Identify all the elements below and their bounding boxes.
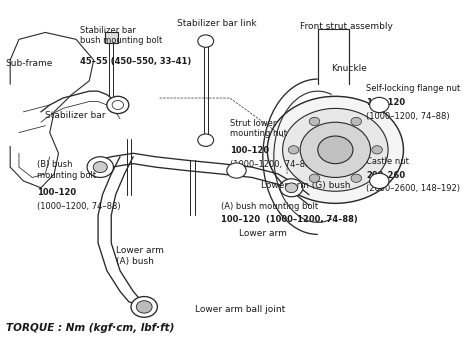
Text: Stabilizer bar
bush mounting bolt: Stabilizer bar bush mounting bolt: [81, 25, 163, 45]
Circle shape: [267, 96, 403, 203]
Circle shape: [300, 122, 371, 177]
Text: (1000–1200, 74–88): (1000–1200, 74–88): [366, 112, 450, 121]
Text: TORQUE : Nm (kgf·cm, lbf·ft): TORQUE : Nm (kgf·cm, lbf·ft): [6, 323, 174, 333]
Text: 100–120: 100–120: [366, 98, 405, 107]
Text: Lower arm (G) bush: Lower arm (G) bush: [261, 181, 350, 190]
Circle shape: [288, 146, 299, 154]
Circle shape: [283, 109, 388, 191]
Text: Sub-frame: Sub-frame: [6, 59, 53, 68]
Text: Lower arm
(A) bush: Lower arm (A) bush: [116, 246, 164, 266]
Text: 100–120: 100–120: [230, 147, 269, 156]
Text: Knuckle: Knuckle: [331, 64, 367, 72]
Circle shape: [372, 146, 383, 154]
Circle shape: [318, 136, 353, 164]
Text: Self-locking flange nut: Self-locking flange nut: [366, 84, 460, 93]
Circle shape: [309, 117, 320, 126]
Circle shape: [351, 174, 362, 182]
Circle shape: [351, 117, 362, 126]
Text: (1000–1200, 74–88): (1000–1200, 74–88): [36, 201, 120, 211]
Text: 100–120: 100–120: [36, 188, 76, 197]
Text: (B) bush
mounting bolt: (B) bush mounting bolt: [36, 160, 96, 180]
Text: 200–260: 200–260: [366, 171, 405, 180]
Circle shape: [227, 163, 246, 178]
Circle shape: [198, 35, 214, 47]
Circle shape: [285, 183, 298, 193]
Circle shape: [280, 179, 303, 197]
Circle shape: [370, 97, 389, 112]
Text: Lower arm ball joint: Lower arm ball joint: [195, 305, 285, 314]
Circle shape: [93, 161, 107, 173]
Text: (1000–1200, 74–88): (1000–1200, 74–88): [230, 160, 313, 169]
Text: Strut lower
mounting nut: Strut lower mounting nut: [230, 119, 287, 138]
Text: Castle nut: Castle nut: [366, 157, 409, 166]
Text: 45–55 (450–550, 33–41): 45–55 (450–550, 33–41): [81, 57, 192, 66]
Circle shape: [137, 301, 152, 313]
Text: (2000–2600, 148–192): (2000–2600, 148–192): [366, 184, 460, 193]
Circle shape: [309, 174, 320, 182]
Circle shape: [87, 157, 113, 177]
Text: Lower arm: Lower arm: [239, 229, 287, 238]
Text: Stabilizer bar link: Stabilizer bar link: [177, 19, 257, 27]
Circle shape: [107, 96, 129, 113]
Text: Front strut assembly: Front strut assembly: [300, 22, 393, 31]
Circle shape: [131, 296, 157, 317]
Circle shape: [370, 173, 389, 189]
Text: Stabilizer bar: Stabilizer bar: [46, 111, 106, 120]
Circle shape: [198, 134, 214, 147]
Text: (A) bush mounting bolt: (A) bush mounting bolt: [221, 201, 318, 211]
Polygon shape: [105, 32, 118, 43]
Text: 100–120  (1000–1200, 74–88): 100–120 (1000–1200, 74–88): [221, 215, 358, 224]
